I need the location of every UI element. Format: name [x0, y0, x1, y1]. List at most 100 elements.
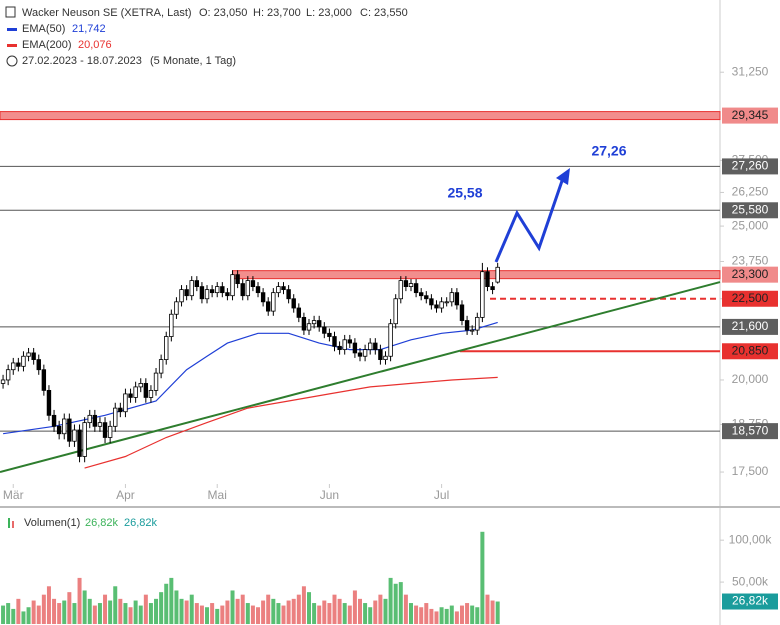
volume-bar [454, 611, 459, 624]
level-box [722, 343, 778, 360]
level-label: 21,600 [732, 319, 769, 333]
candle-body [62, 418, 67, 435]
candle-body [169, 313, 174, 337]
volume-bar [184, 600, 189, 624]
close: C: 23,550 [360, 7, 408, 19]
candle-body [235, 274, 240, 284]
candle-body [459, 304, 465, 321]
header: Wacker Neuson SE (XETRA, Last) O: 23,050… [5, 6, 408, 529]
candle-body [199, 286, 205, 300]
volume-bar [87, 598, 92, 624]
candle-body [128, 393, 133, 398]
volume-bar [414, 605, 419, 624]
forecast-arrow [494, 177, 565, 263]
volume-bar [383, 598, 388, 624]
candle-body [362, 349, 368, 357]
volume-bar [1, 605, 6, 624]
candle-body [77, 429, 82, 457]
level-band [232, 270, 721, 280]
volume-bar [189, 594, 194, 624]
candle-body [153, 372, 159, 391]
period: (5 Monate, 1 Tag) [150, 55, 236, 67]
y-tick-label: 31,250 [732, 64, 769, 78]
candle-body [174, 301, 179, 315]
candle-body [204, 289, 210, 300]
volume-bar [46, 586, 51, 624]
volume-bar [31, 600, 36, 624]
annotation: 27,26 [591, 143, 626, 159]
candle-body [36, 359, 41, 371]
level-band [0, 111, 721, 121]
candle-body [97, 422, 103, 427]
volume-bar [215, 608, 220, 624]
volume-bar [36, 605, 41, 624]
volume-bar [322, 600, 327, 624]
candle-body [408, 283, 414, 287]
volume-bar [317, 605, 322, 624]
candle-body [403, 280, 409, 287]
volume-last-label: 26,82k [732, 594, 769, 608]
volume-bar [113, 586, 118, 624]
plot-area: 17,50018,75020,00022,50023,75025,00026,2… [0, 64, 778, 624]
volume-bar [271, 598, 276, 624]
volume-bar [388, 577, 393, 624]
volume-bar [67, 592, 72, 624]
volume-bar [159, 592, 164, 624]
volume-bar [21, 611, 26, 624]
candle-body [449, 292, 454, 303]
volume-bar [485, 594, 490, 624]
volume-bar [419, 607, 424, 624]
candle-body [184, 289, 189, 297]
volume-bar [393, 583, 398, 624]
candle-body [5, 369, 11, 381]
candle-body [220, 286, 225, 294]
x-tick-label: Mär [3, 488, 24, 502]
volume-bar [307, 592, 312, 624]
candle-body [266, 301, 271, 312]
candle-body [352, 342, 358, 354]
level-label: 23,300 [732, 267, 769, 281]
candle-body [327, 332, 332, 337]
candle-body [0, 379, 6, 384]
volume-bar [103, 594, 108, 624]
candle-body [51, 414, 57, 427]
candle-body [255, 286, 261, 294]
volume-bar [378, 594, 383, 624]
volume-bar [11, 608, 16, 624]
volume-bar [296, 594, 301, 624]
candle-body [393, 298, 398, 325]
volume-bar [174, 590, 179, 624]
candle-body [123, 393, 128, 413]
candle-body [337, 345, 342, 351]
volume-bar [424, 603, 429, 624]
candle-body [16, 362, 21, 367]
candle-body [271, 292, 276, 312]
candle-body [11, 362, 16, 371]
candle-body [138, 383, 143, 388]
level-box [722, 423, 778, 440]
level-box [722, 202, 778, 219]
x-tick-label: Apr [116, 488, 135, 502]
volume-tick-label: 100,00k [729, 532, 773, 546]
candle-body [276, 286, 281, 294]
volume-bar [235, 598, 240, 624]
icon [5, 6, 16, 18]
candle-body [413, 283, 419, 294]
volume-bar [108, 600, 113, 624]
volume-bar [363, 603, 368, 624]
legend-label: EMA(50) [22, 23, 65, 35]
volume-bar [16, 598, 21, 624]
volume-bar [225, 600, 230, 624]
volume-bar [26, 607, 31, 624]
y-tick-label: 23,750 [732, 254, 769, 268]
volume-bar [92, 605, 97, 624]
candle-body [418, 292, 424, 297]
candle-body [495, 266, 500, 283]
volume-bar [210, 603, 215, 624]
candle-body [133, 386, 138, 398]
candle-body [26, 352, 31, 357]
icon [12, 521, 14, 528]
candle-body [72, 429, 77, 442]
candle-body [158, 359, 164, 374]
volume-bar [373, 600, 378, 624]
